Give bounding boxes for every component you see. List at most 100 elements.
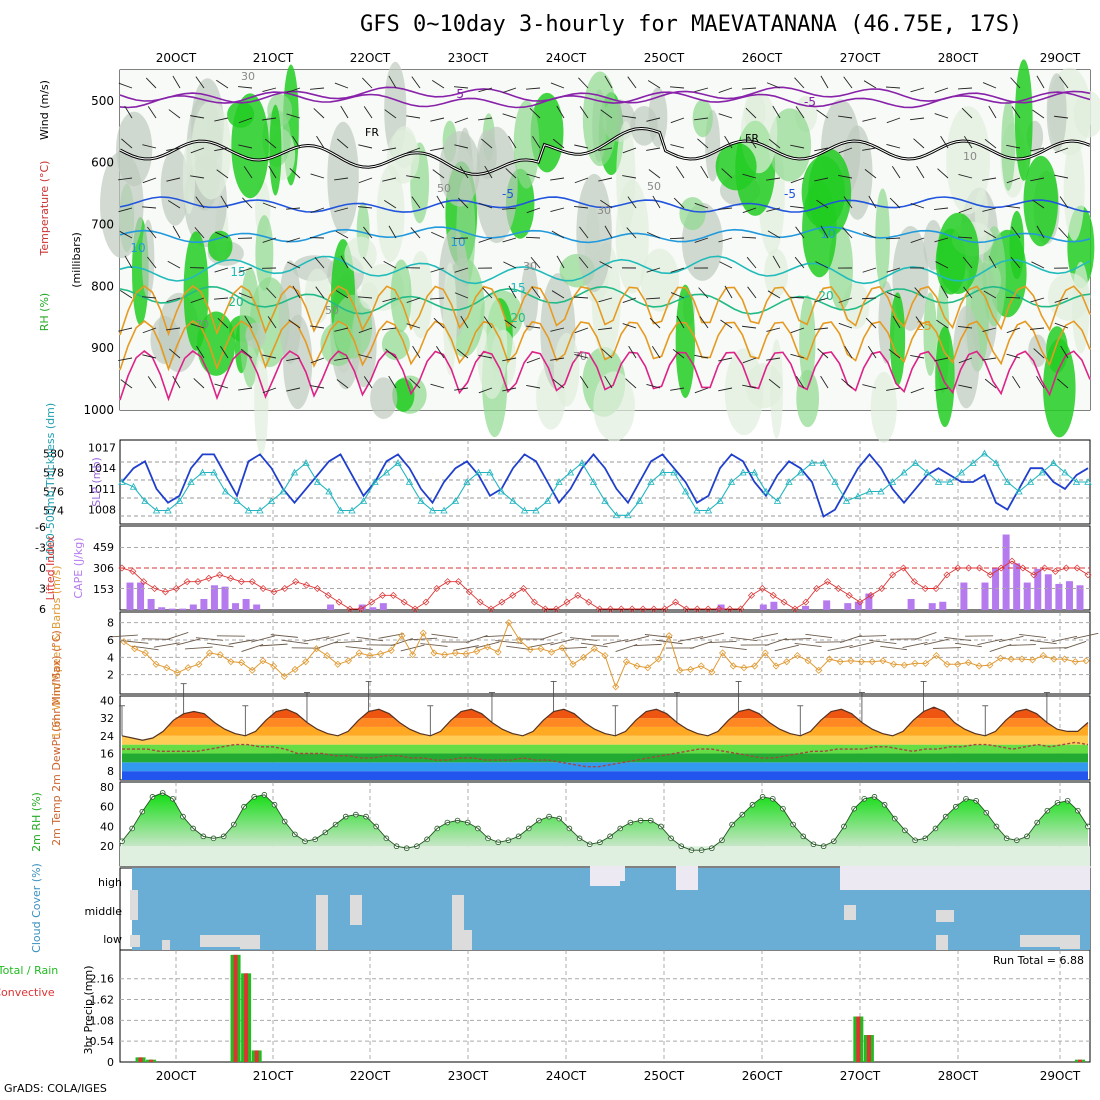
wind10m-barb: [400, 644, 425, 652]
temp-band-9: [120, 696, 1090, 700]
wind-barb: [982, 207, 997, 212]
wind-barb: [190, 323, 205, 329]
wind-barb: [910, 203, 925, 209]
cape-bar: [189, 604, 197, 610]
wind-barb: [1010, 256, 1021, 269]
wind-barb: [363, 106, 373, 119]
thickness-marker: [923, 468, 931, 476]
thickness-marker: [394, 459, 402, 466]
wind-barb: [718, 113, 733, 119]
thickness-marker: [405, 478, 414, 485]
wind-barb: [699, 316, 709, 329]
wind-barb: [1011, 226, 1021, 239]
wind10m-barb: [270, 634, 298, 638]
wind-barb: [915, 316, 925, 329]
temp-label: 15: [230, 265, 245, 279]
wind-barb: [505, 168, 517, 179]
thickness-marker: [969, 459, 977, 466]
thickness-marker: [417, 497, 425, 504]
wind10m-barb: [570, 637, 598, 641]
wind-barb: [838, 297, 853, 303]
temp-band-8: [122, 707, 1088, 710]
wind-barb: [958, 236, 973, 239]
wind-speed-marker: [558, 644, 566, 652]
wind-barb: [670, 86, 685, 89]
wind10m-barb: [334, 640, 363, 644]
wind-barb: [910, 355, 925, 359]
wind-barb: [838, 174, 853, 179]
wind-barb: [910, 87, 925, 93]
wind-speed-marker: [922, 659, 930, 667]
wind-barb: [670, 144, 685, 149]
thickness-marker: [555, 478, 563, 485]
li-marker: [769, 591, 777, 599]
thickness-marker: [566, 468, 575, 476]
wind-speed-marker: [173, 669, 182, 677]
wind-barb: [118, 327, 133, 332]
cloud-gap: [462, 930, 472, 950]
wind10m-barb: [1029, 639, 1057, 645]
wind-barb: [119, 290, 133, 299]
li-marker: [259, 585, 267, 592]
wind-barb: [694, 237, 709, 243]
rh-area: [122, 792, 1088, 847]
wind-barb: [552, 379, 565, 389]
wind10m-barb: [858, 635, 887, 637]
wind-barb: [358, 296, 373, 299]
wind-speed-marker: [120, 638, 128, 646]
wind10m-barb: [132, 645, 159, 651]
wind-barb: [526, 357, 541, 364]
wind-barb: [627, 76, 637, 89]
wind-barb: [334, 357, 349, 361]
wind-barb: [529, 108, 541, 119]
rh-blob: [875, 188, 890, 289]
wind10m-barb: [465, 634, 488, 644]
wind-barb: [358, 354, 373, 359]
temp-band-3: [122, 744, 1088, 754]
wind-barb: [742, 325, 757, 329]
temp-contour: [119, 284, 1091, 337]
wind-barb: [531, 286, 541, 299]
cape-bar: [200, 599, 208, 610]
slp-ylabel: SLP (mb): [90, 457, 103, 507]
wind-speed-marker: [761, 649, 769, 657]
wind-barb: [816, 109, 829, 119]
wind-barb: [814, 177, 829, 182]
wind-barb: [1030, 147, 1045, 152]
freezing-level-line-inner: [119, 127, 1091, 175]
wind-barb: [335, 230, 349, 239]
wind10m-barb: [902, 641, 928, 649]
wind-barb: [478, 202, 493, 209]
wind-barb: [745, 107, 757, 119]
wind-barb: [910, 387, 925, 394]
wind-barb: [196, 345, 205, 359]
wind-barb: [670, 292, 685, 299]
wind-barb: [1036, 375, 1045, 389]
wind10m-barb: [484, 634, 513, 638]
rh-blob: [1023, 155, 1059, 247]
wind-barb: [120, 379, 133, 389]
cape-bar: [327, 604, 335, 610]
cape-bar: [221, 586, 229, 610]
li-marker: [975, 564, 983, 572]
wind-barb: [1011, 106, 1021, 119]
wind-barb: [694, 387, 709, 394]
wind-barb: [1032, 109, 1045, 119]
wind-barb: [795, 226, 805, 239]
wind-barb: [645, 297, 661, 300]
precip-bar-conv: [1078, 1059, 1082, 1062]
rh2m-ylabel: 2m RH (%): [30, 792, 43, 852]
cloud-level-high: high: [98, 876, 122, 889]
rh-blob: [553, 332, 580, 407]
rh-line: [121, 792, 1089, 851]
li-marker: [802, 598, 810, 606]
wind-barb: [844, 345, 853, 359]
wind-barb: [242, 197, 253, 209]
wind-barb: [409, 378, 421, 389]
wind-barb: [982, 82, 997, 89]
wind-barb: [934, 357, 949, 362]
wind-barb: [579, 376, 589, 389]
wind-barb: [484, 165, 493, 179]
li-marker: [878, 585, 886, 592]
wind10m-barb: [195, 637, 224, 641]
